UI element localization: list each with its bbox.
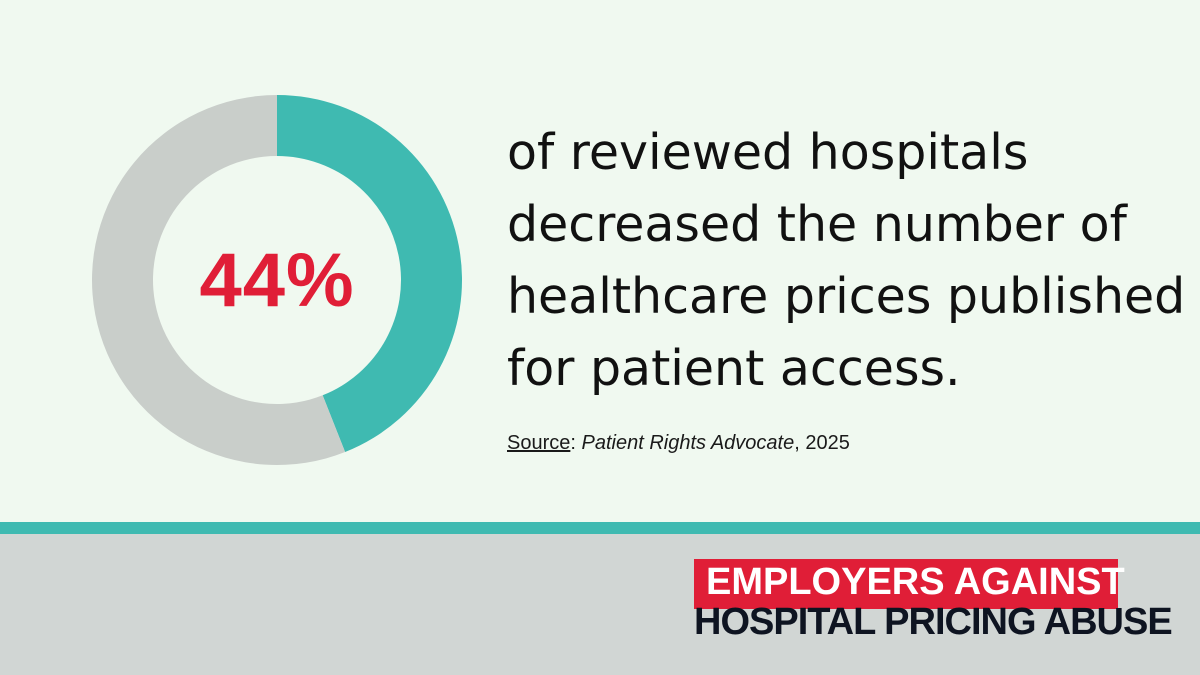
- logo-line-1: EMPLOYERS AGAINST: [706, 561, 1125, 603]
- statement-line: of reviewed hospitals: [507, 124, 1029, 181]
- donut-chart: [92, 95, 463, 465]
- logo-red-banner: [694, 559, 1118, 609]
- organization-logo: EMPLOYERS AGAINST HOSPITAL PRICING ABUSE: [694, 557, 1173, 643]
- statement-text: of reviewed hospitals decreased the numb…: [507, 117, 1187, 405]
- teal-divider: [0, 522, 1200, 534]
- donut-slice-decreased: [277, 95, 463, 453]
- source-publisher: Patient Rights Advocate: [581, 432, 795, 454]
- source-label: Source: [507, 432, 571, 454]
- logo-line-2: HOSPITAL PRICING ABUSE: [694, 601, 1173, 643]
- statement-line: decreased the number of: [507, 196, 1127, 253]
- donut-slice-remainder: [92, 95, 346, 465]
- statement-line: for patient access.: [507, 340, 961, 397]
- statement-line: healthcare prices published: [507, 268, 1186, 325]
- source-separator: :: [570, 432, 582, 454]
- percentage-label: 44%: [199, 237, 355, 323]
- source-citation: Source: Patient Rights Advocate, 2025: [507, 432, 850, 455]
- source-year: , 2025: [794, 432, 850, 454]
